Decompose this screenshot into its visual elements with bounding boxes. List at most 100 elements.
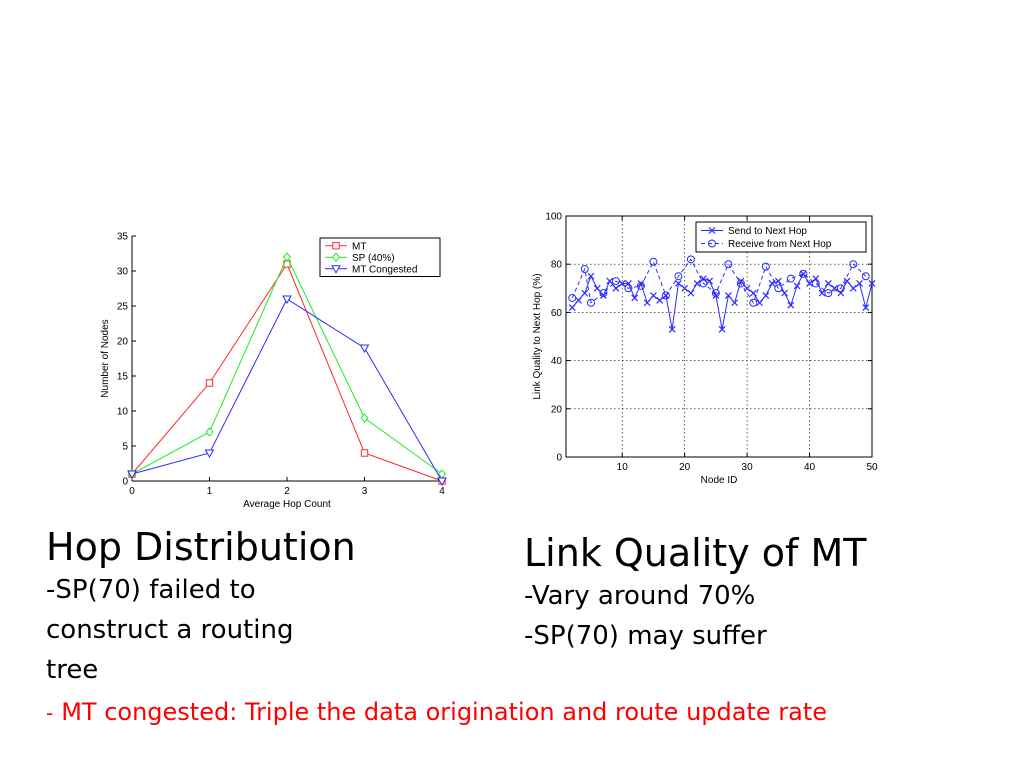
caption-line: construct a routing <box>46 615 294 645</box>
data-point <box>849 284 857 292</box>
y-tick-label: 25 <box>117 302 129 313</box>
data-point <box>787 301 795 309</box>
data-point <box>661 291 670 300</box>
x-tick-label: 50 <box>866 462 878 473</box>
data-point <box>861 272 870 281</box>
data-point <box>612 284 620 292</box>
data-point <box>586 298 595 307</box>
x-tick-label: 1 <box>207 486 213 497</box>
y-tick-label: 0 <box>122 477 128 488</box>
data-point <box>824 280 832 287</box>
data-point <box>575 296 582 304</box>
y-tick-label: 5 <box>122 442 128 453</box>
legend-marker <box>331 265 341 274</box>
data-point <box>636 281 645 290</box>
legend-marker <box>708 227 716 234</box>
data-point <box>774 284 783 293</box>
y-tick-label: 80 <box>551 260 563 271</box>
caption-line: -SP(70) may suffer <box>524 621 767 651</box>
x-tick-label: 2 <box>284 486 290 497</box>
data-point <box>643 299 651 307</box>
data-point <box>724 260 733 269</box>
data-point <box>712 292 720 299</box>
hop-distribution-chart: 0 1 2 3 4 0 5 10 15 20 25 30 35 Average Hop Count Numb… <box>95 228 455 513</box>
x-tick-label: 10 <box>617 462 629 473</box>
x-axis-label: Average Hop Count <box>243 499 331 510</box>
y-tick-label: 10 <box>117 407 129 418</box>
data-point <box>606 277 614 285</box>
link-quality-caption: Link Quality of MT -Vary around 70% -SP(… <box>524 530 964 656</box>
data-point <box>693 280 701 287</box>
data-point <box>749 289 757 297</box>
data-point <box>650 292 657 299</box>
caption-line: -SP(70) failed to <box>46 575 256 605</box>
data-point <box>811 279 820 288</box>
data-point <box>674 280 682 287</box>
note-text: MT congested: Triple the data originatio… <box>61 698 828 726</box>
legend-label: MT <box>352 241 366 252</box>
link-quality-chart: 10 20 30 40 50 0 20 40 60 80 100 Node ID Link Qualit… <box>528 205 888 487</box>
legend-marker <box>708 239 716 248</box>
caption-title: Hop Distribution <box>46 525 356 569</box>
data-point <box>593 284 601 292</box>
legend-label: SP (40%) <box>352 253 395 264</box>
y-axis-label: Link Quality to Next Hop (%) <box>532 273 543 399</box>
data-point <box>204 449 215 459</box>
caption-line: tree <box>46 655 99 685</box>
legend-box <box>695 221 867 253</box>
data-point <box>762 292 770 299</box>
plot-area <box>566 216 872 457</box>
hop-distribution-caption: Hop Distribution -SP(70) failed to const… <box>46 524 426 690</box>
data-point <box>282 295 292 305</box>
y-tick-label: 20 <box>117 337 129 348</box>
data-point <box>706 277 714 285</box>
data-point <box>849 260 858 269</box>
plot-frame <box>565 215 873 458</box>
data-point <box>856 280 863 287</box>
data-point <box>786 274 795 283</box>
data-point <box>127 470 137 480</box>
chart-svg: 0 1 2 3 4 0 5 10 15 20 25 30 35 Average Hop Count Numb… <box>100 232 447 510</box>
data-point <box>282 252 292 262</box>
data-point <box>599 289 608 298</box>
data-point <box>624 284 633 293</box>
x-tick-label: 3 <box>362 486 368 497</box>
data-point <box>580 265 589 274</box>
legend-label: Send to Next Hop <box>728 226 807 237</box>
data-point <box>568 304 576 312</box>
x-tick-label: 0 <box>129 486 135 497</box>
data-point <box>686 255 695 264</box>
data-point <box>687 289 695 297</box>
data-point <box>587 272 595 280</box>
x-axis-label: Node ID <box>701 475 738 485</box>
series-send-to-next-hop <box>568 270 876 333</box>
data-point <box>868 280 876 287</box>
data-point <box>806 280 813 287</box>
data-point <box>674 272 683 281</box>
y-tick-label: 30 <box>117 267 129 278</box>
x-tick-label: 30 <box>742 462 754 473</box>
x-tick-label: 40 <box>804 462 816 473</box>
data-point <box>799 269 808 278</box>
caption-title: Link Quality of MT <box>524 531 867 575</box>
data-point <box>711 289 720 298</box>
y-tick-label: 15 <box>117 372 129 383</box>
data-point <box>681 284 689 292</box>
y-tick-label: 100 <box>545 212 562 223</box>
data-point <box>668 325 676 333</box>
legend-label: MT Congested <box>352 264 417 275</box>
data-point <box>724 292 732 299</box>
data-point <box>699 279 708 288</box>
data-point <box>360 449 369 457</box>
data-point <box>836 284 845 293</box>
data-point <box>649 257 658 266</box>
y-tick-label: 20 <box>551 404 563 415</box>
congestion-note: - MT congested: Triple the data originati… <box>46 698 827 726</box>
data-point <box>205 427 214 437</box>
x-tick-label: 20 <box>679 462 691 473</box>
legend-marker <box>331 252 341 263</box>
data-point <box>718 325 726 333</box>
y-tick-label: 40 <box>551 356 563 367</box>
data-point <box>205 379 214 387</box>
